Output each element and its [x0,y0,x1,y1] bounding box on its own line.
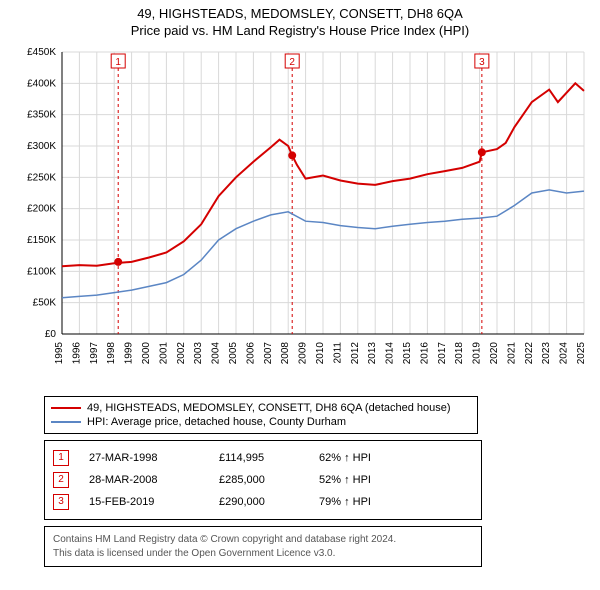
svg-text:1997: 1997 [89,342,100,365]
svg-text:2007: 2007 [263,342,274,365]
sales-table: 1 27-MAR-1998 £114,995 62% ↑ HPI 2 28-MAR-200… [44,440,482,520]
sale-pct: 79% ↑ HPI [319,496,409,508]
sale-row: 1 27-MAR-1998 £114,995 62% ↑ HPI [53,447,473,469]
sale-marker-number: 3 [53,494,69,510]
legend-swatch [51,407,81,409]
sale-price: £114,995 [219,452,299,464]
legend-label: 49, HIGHSTEADS, MEDOMSLEY, CONSETT, DH8 … [87,402,451,414]
sale-row: 3 15-FEB-2019 £290,000 79% ↑ HPI [53,491,473,513]
svg-text:£200K: £200K [27,204,56,215]
svg-text:2008: 2008 [280,342,291,365]
svg-text:£50K: £50K [33,298,57,309]
svg-text:2018: 2018 [454,342,465,365]
svg-text:£400K: £400K [27,78,56,89]
svg-text:£350K: £350K [27,110,56,121]
chart-titles: 49, HIGHSTEADS, MEDOMSLEY, CONSETT, DH8 … [0,0,600,38]
attribution-line1: Contains HM Land Registry data © Crown c… [53,533,473,547]
sale-price: £285,000 [219,474,299,486]
sale-dot [478,148,486,156]
svg-text:2002: 2002 [176,342,187,365]
svg-text:£300K: £300K [27,141,56,152]
sale-dot [114,258,122,266]
svg-text:2004: 2004 [211,342,222,365]
svg-text:2000: 2000 [141,342,152,365]
svg-text:£250K: £250K [27,172,56,183]
svg-text:1999: 1999 [124,342,135,365]
legend-item: 49, HIGHSTEADS, MEDOMSLEY, CONSETT, DH8 … [51,401,471,415]
attribution: Contains HM Land Registry data © Crown c… [44,526,482,567]
sale-dot [288,151,296,159]
sale-row: 2 28-MAR-2008 £285,000 52% ↑ HPI [53,469,473,491]
sale-marker-number: 1 [53,450,69,466]
svg-text:3: 3 [479,57,485,68]
svg-text:£100K: £100K [27,266,56,277]
legend-item: HPI: Average price, detached house, Coun… [51,415,471,429]
title-address: 49, HIGHSTEADS, MEDOMSLEY, CONSETT, DH8 … [0,6,600,21]
svg-text:1996: 1996 [71,342,82,365]
svg-text:£150K: £150K [27,235,56,246]
svg-text:2012: 2012 [350,342,361,365]
svg-text:2015: 2015 [402,342,413,365]
svg-text:2: 2 [289,57,295,68]
sale-date: 28-MAR-2008 [89,474,199,486]
svg-text:2016: 2016 [419,342,430,365]
svg-text:2001: 2001 [158,342,169,365]
svg-text:2011: 2011 [332,342,343,364]
svg-text:1995: 1995 [54,342,65,365]
svg-text:2019: 2019 [472,342,483,365]
svg-text:2003: 2003 [193,342,204,365]
chart-svg: £0 £50K £100K £150K £200K £250K £300K £350K £400… [10,46,590,386]
sale-marker-number: 2 [53,472,69,488]
svg-text:2021: 2021 [506,342,517,365]
svg-text:2024: 2024 [559,342,570,365]
svg-text:2013: 2013 [367,342,378,365]
sale-price: £290,000 [219,496,299,508]
svg-text:2014: 2014 [385,342,396,365]
svg-text:2022: 2022 [524,342,535,365]
svg-text:2020: 2020 [489,342,500,365]
legend-label: HPI: Average price, detached house, Coun… [87,416,346,428]
svg-text:2025: 2025 [576,342,587,365]
sale-date: 27-MAR-1998 [89,452,199,464]
svg-text:2010: 2010 [315,342,326,365]
attribution-line2: This data is licensed under the Open Gov… [53,547,473,561]
svg-text:2009: 2009 [298,342,309,365]
sale-pct: 62% ↑ HPI [319,452,409,464]
title-subtitle: Price paid vs. HM Land Registry's House … [0,23,600,38]
page-container: 49, HIGHSTEADS, MEDOMSLEY, CONSETT, DH8 … [0,0,600,567]
svg-text:£0: £0 [45,329,57,340]
svg-text:2005: 2005 [228,342,239,365]
chart-area: £0 £50K £100K £150K £200K £250K £300K £350K £400… [10,46,590,386]
svg-text:1: 1 [115,57,121,68]
svg-text:£450K: £450K [27,47,56,58]
svg-text:2006: 2006 [245,342,256,365]
svg-text:2017: 2017 [437,342,448,365]
svg-text:1998: 1998 [106,342,117,365]
sale-date: 15-FEB-2019 [89,496,199,508]
svg-text:2023: 2023 [541,342,552,365]
legend-swatch [51,421,81,423]
sale-pct: 52% ↑ HPI [319,474,409,486]
legend: 49, HIGHSTEADS, MEDOMSLEY, CONSETT, DH8 … [44,396,478,434]
